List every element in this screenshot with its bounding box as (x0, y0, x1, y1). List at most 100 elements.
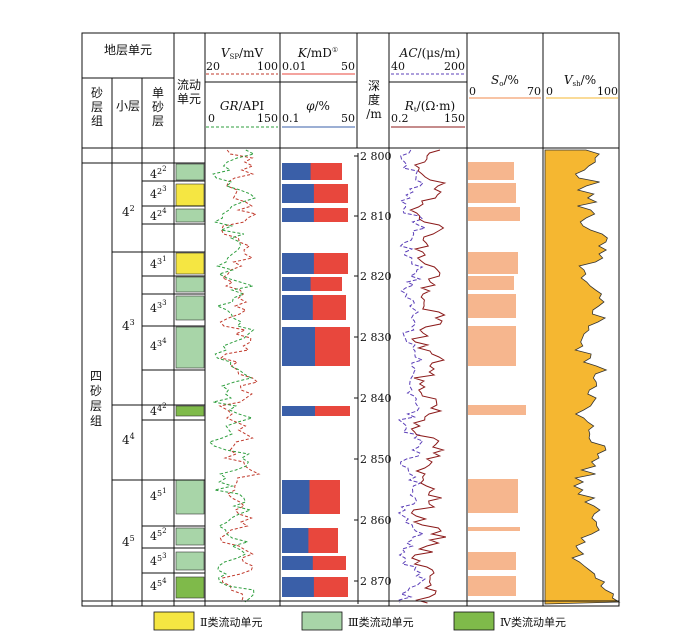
sand-group-name-1: 四 (90, 369, 102, 383)
depth-tick-2860: 2 860 (360, 514, 392, 527)
ac-min: 40 (391, 60, 405, 73)
depth-tick-2820: 2 820 (360, 270, 392, 283)
sub-layer-4-5: 45 (122, 534, 135, 549)
phi-block (282, 253, 314, 274)
single-layer-4-2-4: 424 (150, 207, 167, 223)
so-min: 0 (469, 85, 476, 98)
phi-block (282, 184, 314, 203)
flow-unit-block (175, 276, 205, 293)
phi-block (282, 277, 311, 291)
ac-curve (397, 149, 427, 604)
gr-max: 150 (257, 112, 278, 125)
vsp-max: 100 (257, 60, 278, 73)
sub-layer-header: 小层 (116, 99, 140, 113)
sand-group-name-4: 组 (90, 414, 102, 428)
flow-unit-block (175, 479, 205, 515)
sand-group-header-3: 组 (91, 114, 103, 128)
phi-block (282, 327, 315, 366)
single-layer-4-5-4: 454 (150, 577, 167, 593)
table-grid (81, 32, 620, 607)
phi-max: 50 (341, 112, 355, 125)
vsh-min: 0 (546, 85, 553, 98)
flow-unit-block (175, 576, 205, 599)
flow-unit-block (175, 295, 205, 321)
rt-title: Rt/(Ω·m) (404, 99, 455, 114)
vsp-min: 20 (206, 60, 220, 73)
flow-unit-block (175, 551, 205, 571)
gr-min: 0 (208, 112, 215, 125)
single-layer-4-4-2: 442 (150, 402, 167, 418)
gr-title: GR/API (220, 99, 264, 113)
header-scale-lines (206, 73, 618, 128)
single-layer-4-2-2: 422 (150, 165, 167, 181)
phi-block (282, 480, 310, 514)
sub-layer-4-4: 44 (122, 432, 135, 447)
sub-layer-4-3: 43 (122, 318, 135, 333)
single-layer-4-5-1: 451 (150, 487, 167, 503)
phi-block (282, 577, 314, 597)
sand-group-header-2: 层 (91, 100, 103, 114)
legend-swatch-class-3 (301, 611, 343, 631)
single-layer-4-3-1: 431 (150, 255, 167, 271)
so-title: So/% (491, 73, 519, 88)
single-layer-4-3-4: 434 (150, 337, 167, 353)
ac-max: 200 (444, 60, 465, 73)
single-sand-header-1: 单 (152, 86, 164, 100)
depth-tick-2800: 2 800 (360, 150, 392, 163)
legend-swatch-class-2 (153, 611, 195, 631)
sand-group-name-3: 层 (90, 399, 102, 413)
flow-unit-block (175, 208, 205, 223)
k-block (282, 406, 350, 416)
single-layer-4-5-3: 453 (150, 552, 167, 568)
single-sand-header-2: 砂 (152, 100, 164, 114)
ac-title: AC/(μs/m) (399, 46, 461, 60)
k-max: 50 (341, 60, 355, 73)
legend-label-class-2: Ⅱ类流动单元 (200, 615, 262, 629)
legend-label-class-4: Ⅳ类流动单元 (500, 615, 566, 629)
depth-tick-2870: 2 870 (360, 575, 392, 588)
depth-tick-2850: 2 850 (360, 453, 392, 466)
vsh-area (544, 149, 621, 605)
phi-min: 0.1 (282, 112, 300, 125)
single-layer-4-2-3: 423 (150, 185, 167, 201)
depth-header-2: 度 (368, 92, 380, 107)
phi-block (282, 208, 314, 222)
sand-group-header-1: 砂 (91, 86, 103, 100)
log-curves (208, 149, 621, 605)
legend-swatch-class-4 (453, 611, 495, 631)
legend: Ⅱ类流动单元 Ⅲ类流动单元 Ⅳ类流动单元 (153, 611, 566, 631)
flow-unit-header-2: 单元 (177, 92, 201, 106)
flow-unit-header-1: 流动 (177, 78, 201, 92)
sub-layer-4-2: 42 (122, 204, 135, 219)
header-labels: 地层单元 砂 层 组 小层 单 砂 层 流动 单元 深 度 /m VSP/mV … (91, 43, 618, 128)
depth-tick-2810: 2 810 (360, 210, 392, 223)
phi-title: φ/% (306, 99, 330, 113)
vsh-max: 100 (597, 85, 618, 98)
depth-header-1: 深 (368, 79, 380, 93)
depth-tick-2830: 2 830 (360, 331, 392, 344)
depth-tick-2840: 2 840 (360, 392, 392, 405)
rt-min: 0.2 (391, 112, 409, 125)
flow-unit-block (175, 183, 205, 207)
k-min: 0.01 (282, 60, 307, 73)
phi-block (282, 528, 309, 553)
flow-unit-block (175, 326, 205, 369)
gr-curve (208, 149, 256, 603)
vsh-title: Vsh/% (564, 73, 596, 88)
sand-group-name-2: 砂 (90, 384, 102, 398)
flow-unit-block (175, 163, 205, 181)
single-sand-header-3: 层 (152, 114, 164, 128)
vsp-title: VSP/mV (221, 46, 264, 61)
legend-label-class-3: Ⅲ类流动单元 (348, 615, 414, 629)
phi-block (282, 295, 313, 320)
flow-unit-blocks (175, 163, 205, 599)
outer-frame (81, 32, 620, 607)
single-layer-4-3-3: 433 (150, 299, 167, 315)
k-title: K/mD① (297, 46, 338, 60)
flow-unit-block (175, 405, 205, 417)
rt-max: 150 (444, 112, 465, 125)
phi-block (282, 406, 315, 416)
depth-header-3: /m (366, 107, 382, 121)
layer-labels: 四 砂 层 组 42 43 44 45 422 423 424 431 433 … (90, 165, 167, 593)
